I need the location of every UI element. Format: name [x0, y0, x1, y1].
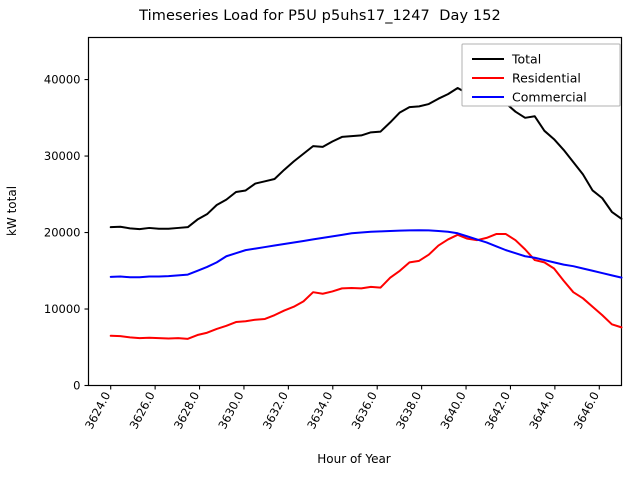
legend-label-total: Total	[511, 52, 541, 67]
y-tick-label: 30000	[44, 149, 81, 163]
y-axis-label: kW total	[5, 186, 19, 236]
x-tick-label: 3628.0	[171, 389, 202, 431]
x-tick-label: 3644.0	[526, 389, 557, 431]
series-line-total	[109, 86, 623, 231]
y-tick-label: 10000	[44, 302, 81, 316]
x-tick-label: 3638.0	[393, 389, 424, 431]
x-tick-label: 3642.0	[482, 389, 513, 431]
y-axis-ticks: 0 10000 20000 30000 40000	[44, 73, 89, 393]
y-tick-label: 20000	[44, 226, 81, 240]
x-tick-label: 3624.0	[82, 389, 113, 431]
axes-frame	[87, 36, 623, 387]
x-tick-label: 3634.0	[304, 389, 335, 431]
x-tick-label: 3640.0	[437, 389, 468, 431]
y-tick-label: 0	[73, 379, 80, 393]
x-axis-label: Hour of Year	[317, 452, 391, 466]
data-series-group	[109, 86, 623, 340]
x-tick-label: 3626.0	[127, 389, 158, 431]
series-line-commercial	[109, 229, 623, 279]
y-tick-label: 40000	[44, 73, 81, 87]
x-tick-label: 3646.0	[571, 389, 602, 431]
series-line-residential	[109, 233, 623, 340]
x-tick-label: 3636.0	[349, 389, 380, 431]
chart-legend[interactable]: Total Residential Commercial	[461, 43, 621, 107]
x-tick-label: 3630.0	[215, 389, 246, 431]
legend-label-commercial: Commercial	[512, 90, 587, 105]
x-tick-label: 3632.0	[260, 389, 291, 431]
chart-title: Timeseries Load for P5U p5uhs17_1247 Day…	[139, 8, 501, 24]
x-axis-ticks: 3624.0 3626.0 3628.0 3630.0 3632.0 3634.0 3636…	[82, 385, 602, 431]
legend-label-residential: Residential	[512, 71, 581, 86]
